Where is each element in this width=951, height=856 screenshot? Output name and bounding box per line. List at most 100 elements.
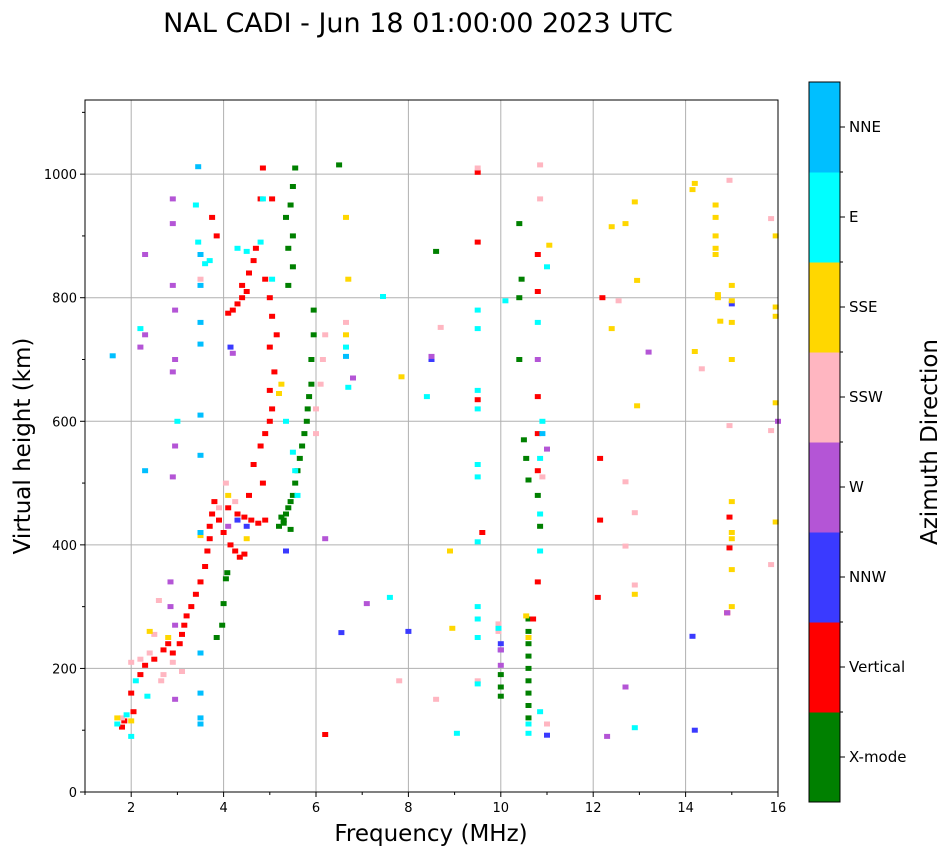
data-point: [224, 570, 231, 576]
data-point: [631, 510, 638, 516]
data-point: [631, 199, 638, 205]
data-point: [423, 394, 430, 400]
data-point: [181, 622, 188, 628]
data-point: [604, 733, 611, 739]
data-point: [712, 233, 719, 239]
data-point: [179, 669, 185, 674]
data-point: [257, 443, 264, 449]
data-point: [289, 492, 296, 498]
data-point: [343, 353, 349, 359]
data-point: [155, 598, 162, 603]
data-point: [343, 214, 349, 220]
data-point: [525, 703, 532, 708]
data-point: [437, 324, 444, 330]
data-point: [142, 252, 149, 257]
data-point: [114, 721, 121, 727]
data-point: [229, 350, 236, 356]
data-point: [206, 523, 213, 529]
data-point: [294, 492, 301, 498]
data-point: [197, 341, 204, 347]
data-point: [246, 270, 252, 276]
data-point: [537, 455, 544, 461]
colorbar-tick-label: Vertical: [849, 658, 905, 676]
data-point: [317, 381, 324, 387]
x-tick-label: 16: [770, 801, 787, 816]
data-point: [243, 289, 250, 294]
data-point: [631, 582, 638, 588]
data-point: [169, 196, 176, 202]
data-point: [243, 248, 250, 254]
data-point: [160, 672, 167, 678]
data-point: [285, 282, 292, 288]
data-point: [299, 443, 306, 449]
data-point: [195, 164, 202, 170]
data-point: [539, 431, 546, 437]
data-point: [257, 239, 264, 245]
data-point: [712, 202, 719, 208]
data-point: [539, 474, 546, 480]
data-point: [197, 282, 204, 288]
data-point: [728, 282, 735, 288]
data-point: [289, 184, 296, 189]
colorbar-tick-label: NNE: [849, 118, 881, 136]
data-point: [266, 344, 273, 350]
data-point: [622, 684, 629, 690]
colorbar-frame: [808, 81, 841, 803]
data-point: [597, 517, 604, 523]
data-point: [234, 301, 241, 307]
data-point: [119, 724, 125, 730]
data-point: [449, 625, 456, 631]
data-point: [345, 276, 352, 282]
x-tick-label: 8: [404, 801, 412, 816]
data-point: [308, 381, 315, 387]
data-point: [322, 536, 329, 542]
data-point: [398, 374, 405, 380]
data-point: [176, 641, 183, 647]
data-point: [698, 366, 705, 372]
data-point: [283, 548, 289, 554]
data-point: [213, 233, 220, 239]
data-point: [544, 264, 550, 270]
data-point: [213, 635, 220, 640]
data-point: [239, 282, 246, 288]
colorbar-tick-label: W: [849, 478, 864, 496]
y-tick-label: 400: [52, 539, 77, 554]
data-point: [622, 479, 629, 485]
data-point: [222, 576, 229, 582]
data-point: [534, 431, 541, 437]
data-point: [202, 261, 209, 267]
data-point: [447, 548, 453, 554]
data-point: [634, 403, 641, 409]
y-tick-label: 0: [69, 786, 77, 801]
data-point: [236, 554, 243, 560]
data-point: [234, 517, 241, 523]
data-point: [534, 252, 541, 257]
data-point: [714, 292, 721, 298]
data-point: [428, 357, 435, 362]
chart-title: NAL CADI - Jun 18 01:00:00 2023 UTC: [163, 8, 673, 39]
data-point: [537, 548, 544, 554]
data-point: [495, 621, 502, 627]
data-point: [137, 656, 144, 662]
data-point: [216, 505, 222, 511]
data-point: [537, 196, 544, 202]
data-point: [518, 276, 525, 282]
data-point: [497, 684, 504, 690]
data-point: [474, 169, 481, 175]
data-point: [216, 517, 222, 523]
data-point: [278, 514, 285, 520]
y-axis: 0 200 400 600 800 1000: [44, 111, 85, 801]
data-point: [204, 548, 211, 554]
data-point: [380, 294, 386, 299]
data-point: [474, 539, 481, 545]
data-point: [594, 594, 601, 600]
data-point: [121, 718, 128, 724]
data-point: [280, 517, 287, 523]
data-point: [222, 480, 229, 486]
colorbar-tick-label: SSW: [849, 388, 883, 406]
data-point: [689, 187, 696, 193]
data-point: [728, 499, 735, 505]
data-point: [128, 733, 135, 739]
data-point: [259, 480, 266, 486]
data-point: [728, 319, 735, 325]
